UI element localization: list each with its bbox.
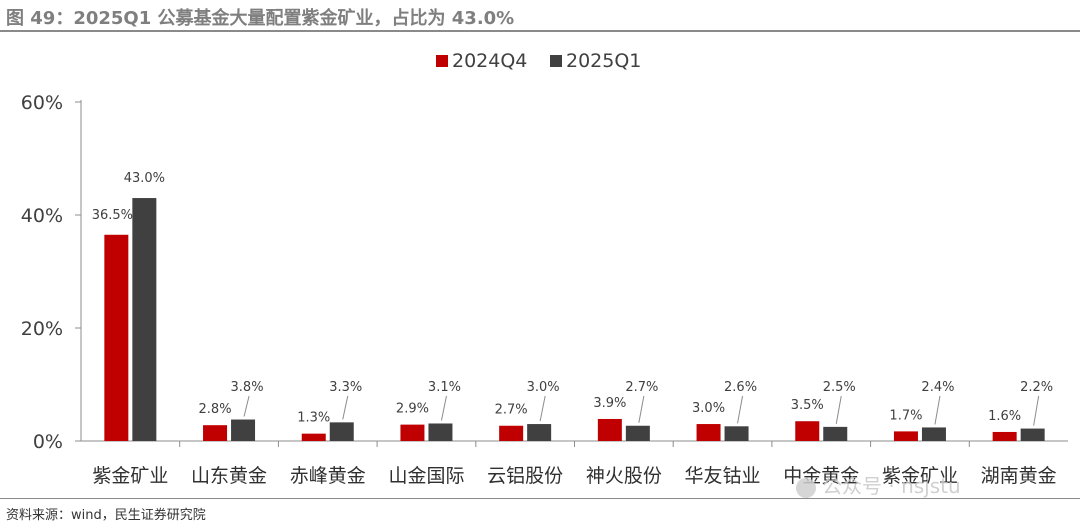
bar-2024q4 (499, 425, 524, 441)
x-tick-label: 赤峰黄金 (290, 465, 366, 487)
data-label: 2.7% (495, 403, 528, 418)
data-label-leader (737, 395, 744, 424)
bar-2025q1 (724, 426, 749, 441)
legend-label: 2024Q4 (452, 50, 527, 72)
data-label-leader (934, 395, 941, 425)
data-label: 2.7% (625, 380, 658, 395)
data-label-leader (243, 395, 250, 417)
data-label: 3.9% (593, 396, 626, 411)
data-label: 2.2% (1020, 380, 1053, 395)
legend-swatch-2025q1 (550, 55, 562, 67)
watermark-text: 公众号 · nsjstu (822, 474, 961, 498)
data-label: 3.8% (231, 380, 264, 395)
bar-2025q1 (823, 426, 848, 441)
chart-title: 图 49：2025Q1 公募基金大量配置紫金矿业，占比为 43.0% (6, 8, 515, 29)
bar-2024q4 (795, 421, 820, 441)
y-tick-label: 20% (21, 318, 63, 340)
data-label-leader (1033, 395, 1040, 426)
data-label-leader (835, 395, 842, 424)
bar-2024q4 (696, 424, 721, 441)
data-label: 2.5% (823, 380, 856, 395)
data-label: 36.5% (92, 208, 133, 223)
x-tick-label: 紫金矿业 (882, 465, 958, 487)
bar-2024q4 (203, 425, 228, 441)
data-label-leader (342, 395, 349, 420)
bar-2025q1 (1020, 428, 1045, 441)
data-label: 2.8% (199, 402, 232, 417)
data-label: 3.5% (791, 398, 824, 413)
data-label: 2.9% (396, 402, 429, 417)
bar-2025q1 (231, 419, 256, 441)
bar-2024q4 (104, 234, 129, 441)
y-tick-label: 60% (21, 92, 63, 114)
data-label: 3.1% (428, 380, 461, 395)
header: 图 49：2025Q1 公募基金大量配置紫金矿业，占比为 43.0% (0, 0, 1080, 32)
x-tick-label: 湖南黄金 (981, 465, 1057, 487)
x-tick-label: 云铝股份 (487, 465, 563, 487)
legend-swatch-2024q4 (436, 55, 448, 67)
bar-2025q1 (329, 422, 354, 441)
data-label: 3.3% (329, 380, 362, 395)
bar-2024q4 (992, 431, 1017, 441)
data-label: 1.6% (988, 409, 1021, 424)
y-tick-label: 0% (33, 431, 63, 453)
data-label: 3.0% (527, 380, 560, 395)
bar-2024q4 (893, 431, 918, 441)
bar-chart: 0%20%40%60%紫金矿业 山东黄金 赤峰黄金 山金国际 云铝股份 神火股份 华友钴业中… (21, 50, 1068, 487)
x-tick-label: 华友钴业 (685, 465, 761, 487)
x-tick-label: 紫金矿业 (92, 465, 168, 487)
data-label: 2.6% (724, 380, 757, 395)
bar-2025q1 (527, 424, 552, 441)
footer-divider (0, 498, 1080, 499)
source-note: 资料来源：wind，民生证券研究院 (6, 508, 206, 523)
data-label: 1.3% (297, 411, 330, 426)
y-tick-label: 40% (21, 205, 63, 227)
wechat-icon (796, 477, 816, 498)
data-label-leader (440, 395, 447, 421)
data-label: 1.7% (889, 408, 922, 423)
data-label: 3.0% (692, 401, 725, 416)
legend-label: 2025Q1 (566, 50, 641, 72)
bar-2024q4 (597, 418, 622, 441)
x-tick-label: 山东黄金 (191, 465, 267, 487)
bar-2025q1 (625, 425, 650, 441)
x-tick-label: 神火股份 (586, 465, 662, 487)
watermark: 公众号 · nsjstu (796, 470, 961, 499)
bar-2025q1 (132, 198, 157, 441)
bar-2025q1 (428, 423, 453, 441)
data-label-leader (638, 395, 645, 423)
data-label: 2.4% (921, 380, 954, 395)
data-label: 43.0% (124, 171, 165, 186)
bar-2024q4 (301, 433, 326, 441)
bar-2025q1 (921, 427, 946, 441)
bar-2024q4 (400, 424, 425, 441)
x-tick-label: 山金国际 (388, 465, 464, 487)
data-label-leader (539, 395, 546, 422)
